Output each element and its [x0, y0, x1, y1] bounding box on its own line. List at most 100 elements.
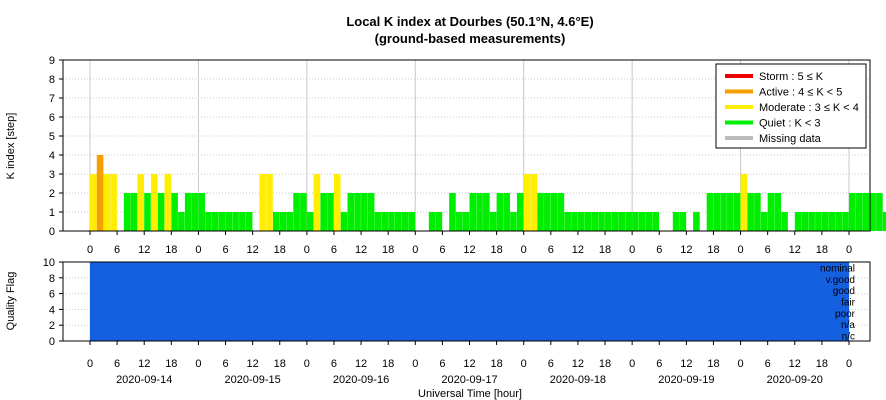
k-index-bar [367, 193, 375, 231]
k-index-bar [537, 193, 544, 231]
k-index-bar [313, 174, 321, 231]
k-index-bar [191, 193, 199, 231]
k-index-bar [835, 212, 843, 231]
k-index-bar [754, 193, 761, 231]
quality-y-ticks: 0 2 4 6 8 10 [43, 257, 63, 348]
legend: Storm : 5 ≤ K Active : 4 ≤ K < 5 Moderate … [715, 63, 867, 149]
k-index-bar [781, 212, 788, 231]
q-x-tick-label: 6 [656, 358, 662, 370]
date-label: 2020-09-17 [441, 374, 497, 386]
k-index-bar [693, 212, 700, 231]
k-index-x-ticks: 0 6 12 18 0 6 12 18 0 6 12 18 0 6 12 18 0 6 12 18 0 6 12 18 0 6 12… [87, 231, 852, 256]
k-x-tick-label: 12 [138, 244, 150, 256]
k-index-bar [435, 212, 443, 231]
q-y-tick-label: 0 [49, 336, 55, 348]
k-index-bar [672, 212, 680, 231]
q-y-tick-label: 10 [43, 257, 55, 269]
k-x-tick-label: 6 [765, 244, 771, 256]
k-x-tick-label: 12 [463, 244, 475, 256]
k-x-tick-label: 0 [521, 244, 527, 256]
q-x-tick-label: 6 [114, 358, 120, 370]
chart-title: Local K index at Dourbes (50.1°N, 4.6°E) [346, 14, 593, 29]
k-index-bar [469, 193, 477, 231]
k-index-bar [178, 212, 185, 231]
k-index-bar [679, 212, 687, 231]
k-x-tick-label: 0 [412, 244, 418, 256]
k-index-bar [272, 212, 280, 231]
k-index-bar [198, 193, 206, 231]
k-index-bar [354, 193, 361, 231]
k-index-bar [394, 212, 402, 231]
k-x-tick-label: 0 [195, 244, 201, 256]
k-index-bar [828, 212, 836, 231]
k-x-tick-label: 6 [656, 244, 662, 256]
k-index-bar [455, 212, 463, 231]
k-index-bar [720, 193, 727, 231]
q-x-tick-label: 18 [490, 358, 502, 370]
k-index-bar [882, 212, 886, 231]
k-index-bar [239, 212, 246, 231]
q-x-tick-label: 12 [355, 358, 367, 370]
k-index-bar [611, 212, 619, 231]
k-index-bar [449, 193, 456, 231]
k-index-bar [144, 193, 151, 231]
q-x-tick-label: 0 [629, 358, 635, 370]
k-index-bar [428, 212, 436, 231]
k-index-bar [652, 212, 660, 231]
k-index-bar [855, 193, 863, 231]
k-index-bar [293, 193, 300, 231]
k-x-tick-label: 12 [789, 244, 801, 256]
k-index-bar [544, 193, 551, 231]
k-index-bar [90, 174, 97, 231]
k-index-bar [164, 174, 172, 231]
k-index-bar [225, 212, 233, 231]
q-x-tick-label: 18 [816, 358, 828, 370]
k-index-bar [483, 193, 490, 231]
k-index-bar [259, 174, 266, 231]
q-x-tick-label: 0 [521, 358, 527, 370]
k-index-bar [605, 212, 612, 231]
k-index-bar [760, 212, 768, 231]
k-x-tick-label: 18 [816, 244, 828, 256]
k-x-tick-label: 12 [680, 244, 692, 256]
date-label: 2020-09-15 [225, 374, 281, 386]
k-x-tick-label: 6 [222, 244, 228, 256]
k-index-bar [523, 174, 531, 231]
q-x-tick-label: 18 [382, 358, 394, 370]
k-index-bar [333, 174, 341, 231]
q-x-tick-label: 0 [304, 358, 310, 370]
k-index-bar [137, 174, 145, 231]
k-y-tick-label: 6 [49, 112, 55, 124]
date-label: 2020-09-19 [658, 374, 714, 386]
k-y-tick-label: 8 [49, 74, 55, 86]
k-x-tick-label: 0 [738, 244, 744, 256]
quality-level-label: n/c [842, 331, 855, 342]
q-y-tick-label: 6 [49, 289, 55, 301]
k-index-bar [306, 212, 314, 231]
k-x-tick-label: 6 [548, 244, 554, 256]
k-index-bar [808, 212, 815, 231]
k-index-bar [157, 193, 165, 231]
k-index-bar [171, 193, 178, 231]
k-index-bar [123, 193, 131, 231]
k-index-bar [205, 212, 212, 231]
q-x-tick-label: 6 [222, 358, 228, 370]
k-index-bar [584, 212, 592, 231]
k-index-bar [150, 174, 158, 231]
k-index-bar [706, 193, 714, 231]
k-index-bar [733, 193, 741, 231]
k-index-bar [184, 193, 192, 231]
q-x-tick-label: 12 [463, 358, 475, 370]
k-index-bar [869, 193, 876, 231]
k-y-tick-label: 5 [49, 131, 55, 143]
k-index-bar [130, 193, 138, 231]
q-x-tick-label: 18 [274, 358, 286, 370]
q-x-tick-label: 12 [572, 358, 584, 370]
k-index-bar [618, 212, 626, 231]
k-x-tick-label: 6 [114, 244, 120, 256]
k-index-bar [218, 212, 226, 231]
k-index-bar [862, 193, 870, 231]
quality-level-label: good [833, 286, 855, 297]
